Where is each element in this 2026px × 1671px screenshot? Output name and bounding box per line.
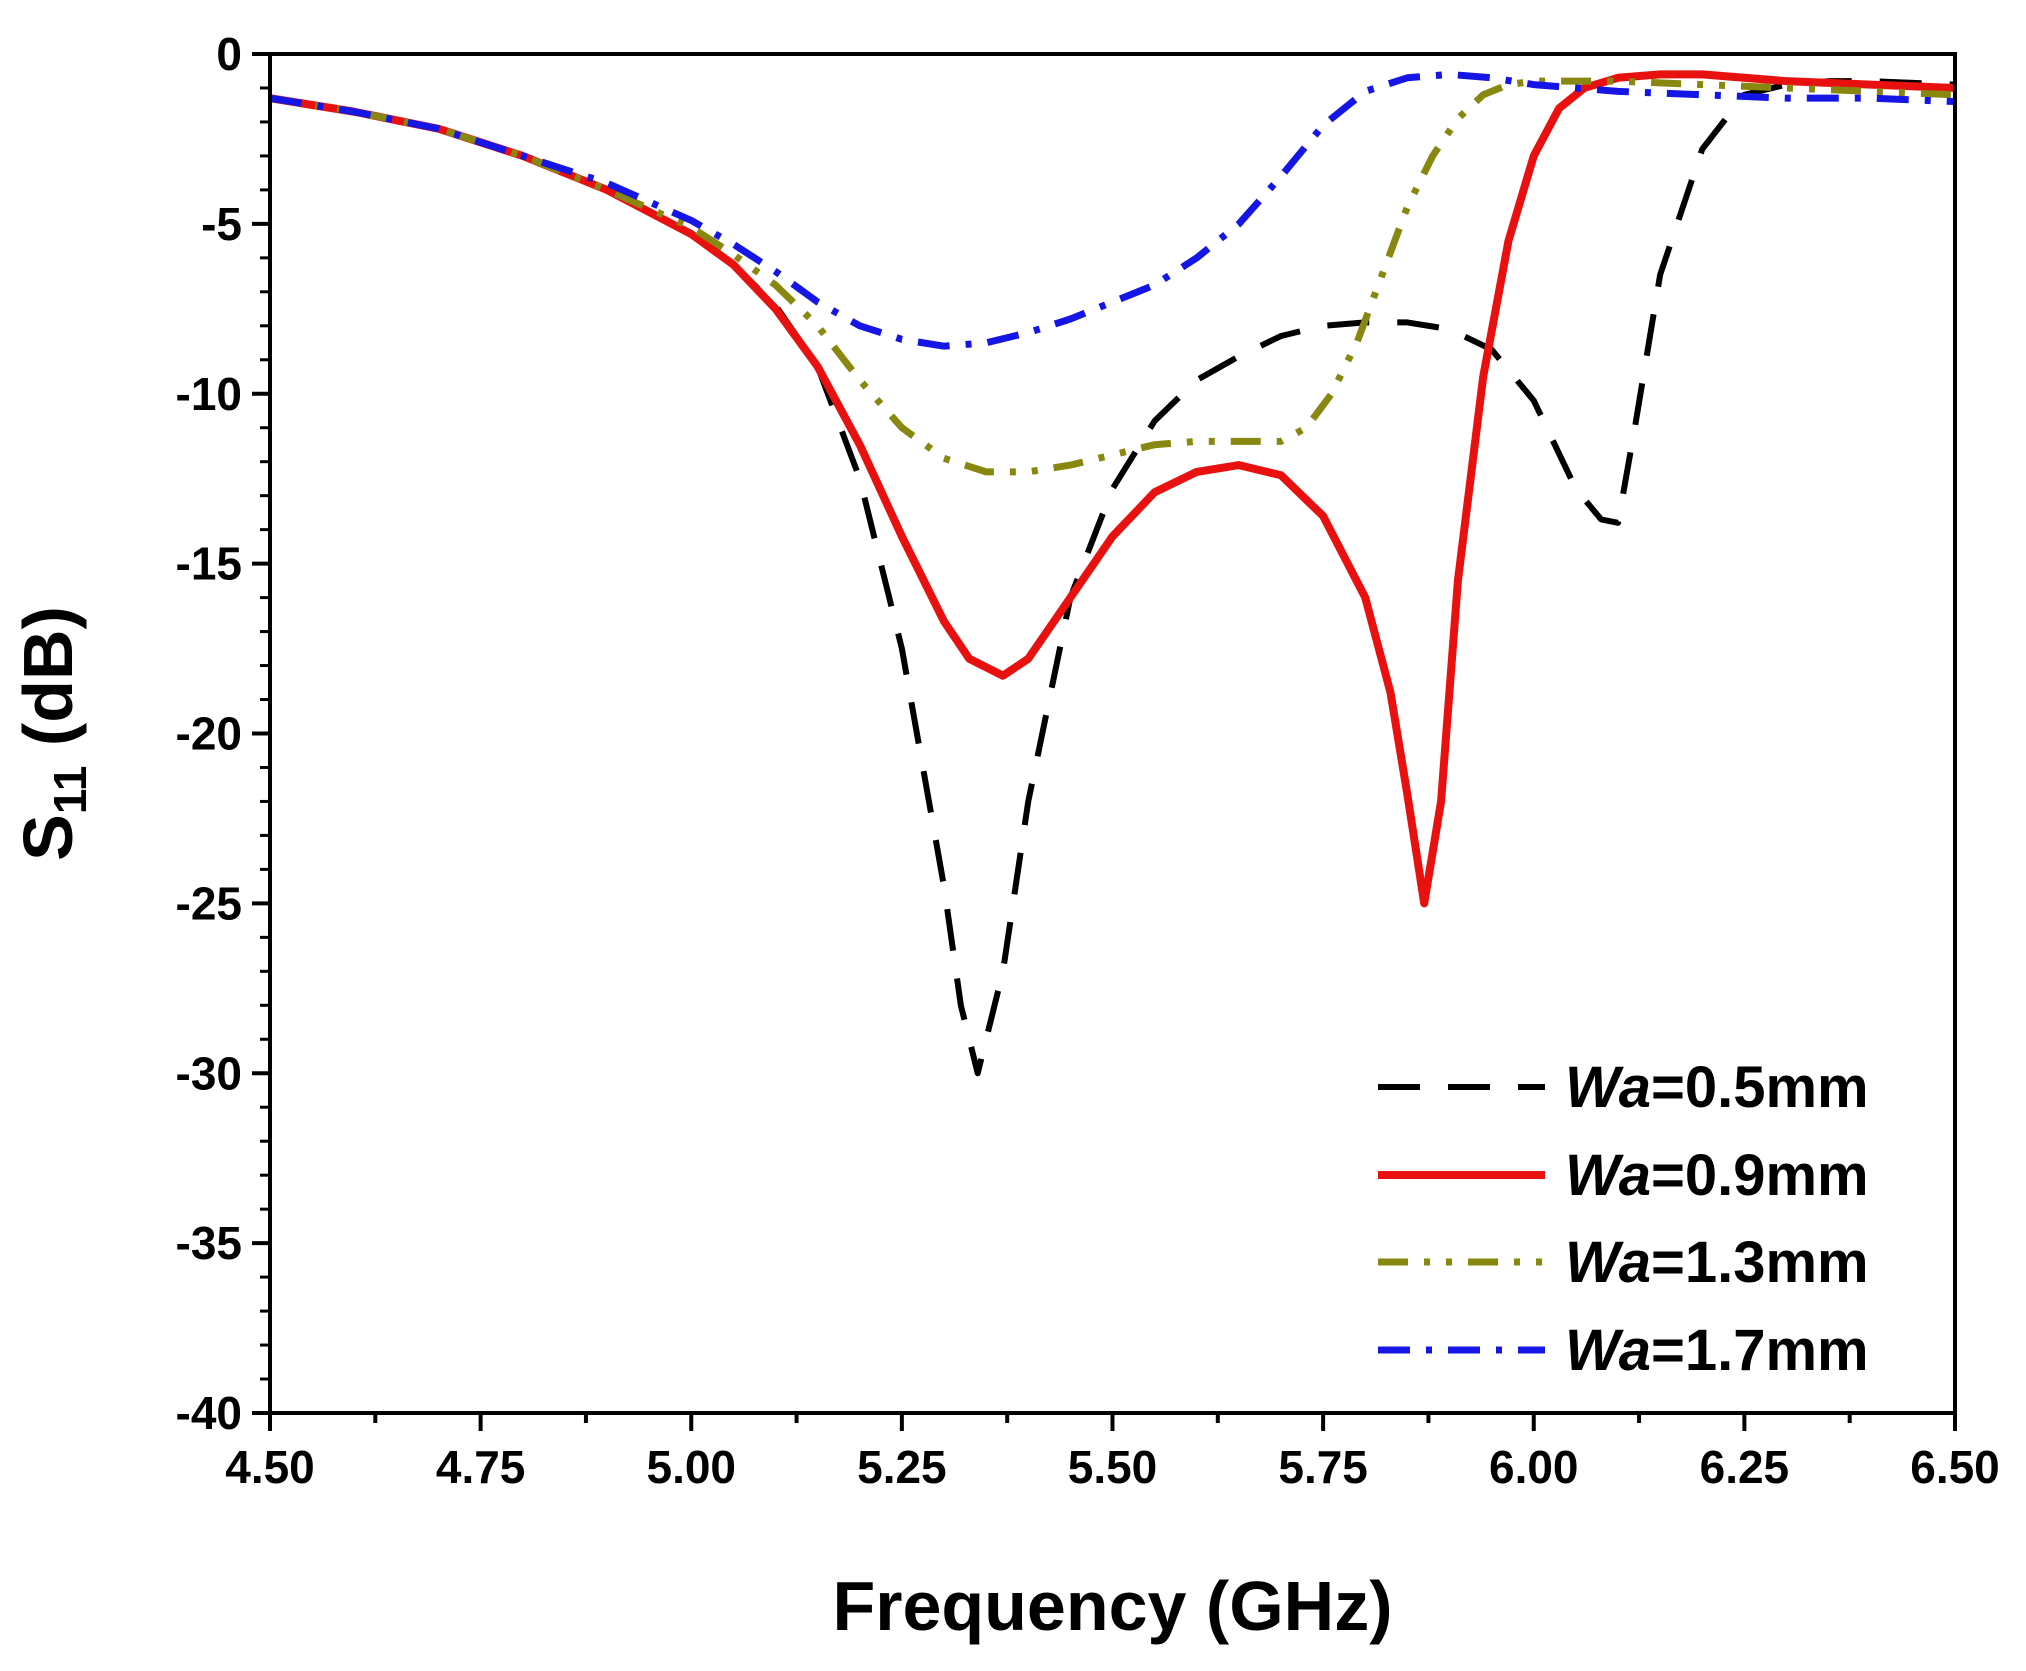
y-tick-label: -5 (201, 198, 242, 250)
plot-frame (268, 52, 1957, 1415)
y-axis-title-main: S (9, 814, 87, 861)
legend-label-4: Wa=1.7mm (1565, 1318, 1869, 1383)
tick-marks (252, 52, 1957, 1431)
legend-label-1: Wa=0.5mm (1565, 1055, 1869, 1120)
y-axis-title-unit: (dB) (9, 606, 87, 765)
x-tick-labels: 4.50 4.75 5.00 5.25 5.50 5.75 6.00 6.25 6.50 (225, 1441, 2000, 1493)
x-tick-label: 6.50 (1910, 1441, 2000, 1493)
y-axis-title: S11 (dB) (9, 606, 96, 861)
x-tick-label: 5.50 (1068, 1441, 1158, 1493)
legend-label-rest: =1.3mm (1651, 1230, 1869, 1295)
y-axis-title-sub: 11 (44, 766, 96, 815)
series-line-4 (269, 70, 1956, 350)
legend-label-2: Wa=0.9mm (1565, 1143, 1869, 1208)
legend-label-italic: Wa (1565, 1143, 1651, 1208)
y-tick-label: -40 (176, 1387, 242, 1439)
x-tick-label: 4.75 (436, 1441, 526, 1493)
legend-label-italic: Wa (1565, 1230, 1651, 1295)
series-line-3 (269, 77, 1956, 476)
x-tick-label: 5.25 (857, 1441, 947, 1493)
x-tick-label: 5.75 (1278, 1441, 1368, 1493)
x-tick-label: 6.25 (1700, 1441, 1790, 1493)
x-tick-label: 5.00 (646, 1441, 736, 1493)
y-tick-label: -25 (176, 877, 242, 929)
y-tick-label: 0 (216, 28, 242, 80)
legend-label-italic: Wa (1565, 1318, 1651, 1383)
x-axis-title: Frequency (GHz) (832, 1567, 1392, 1645)
series-line-2 (269, 70, 1956, 908)
y-tick-label: -20 (176, 708, 242, 760)
legend-label-rest: =1.7mm (1651, 1318, 1869, 1383)
series-lines (269, 70, 1956, 1077)
y-tick-label: -35 (176, 1217, 242, 1269)
series-line-1 (269, 78, 1956, 1077)
y-tick-label: -30 (176, 1047, 242, 1099)
x-tick-label: 6.00 (1489, 1441, 1579, 1493)
x-tick-label: 4.50 (225, 1441, 315, 1493)
legend-label-rest: =0.9mm (1651, 1143, 1869, 1208)
y-tick-labels: 0 -5 -10 -15 -20 -25 -30 -35 -40 (176, 28, 242, 1439)
legend-label-rest: =0.5mm (1651, 1055, 1869, 1120)
y-tick-label: -15 (176, 538, 242, 590)
legend-label-3: Wa=1.3mm (1565, 1230, 1869, 1295)
y-tick-label: -10 (176, 368, 242, 420)
legend-label-italic: Wa (1565, 1055, 1651, 1120)
